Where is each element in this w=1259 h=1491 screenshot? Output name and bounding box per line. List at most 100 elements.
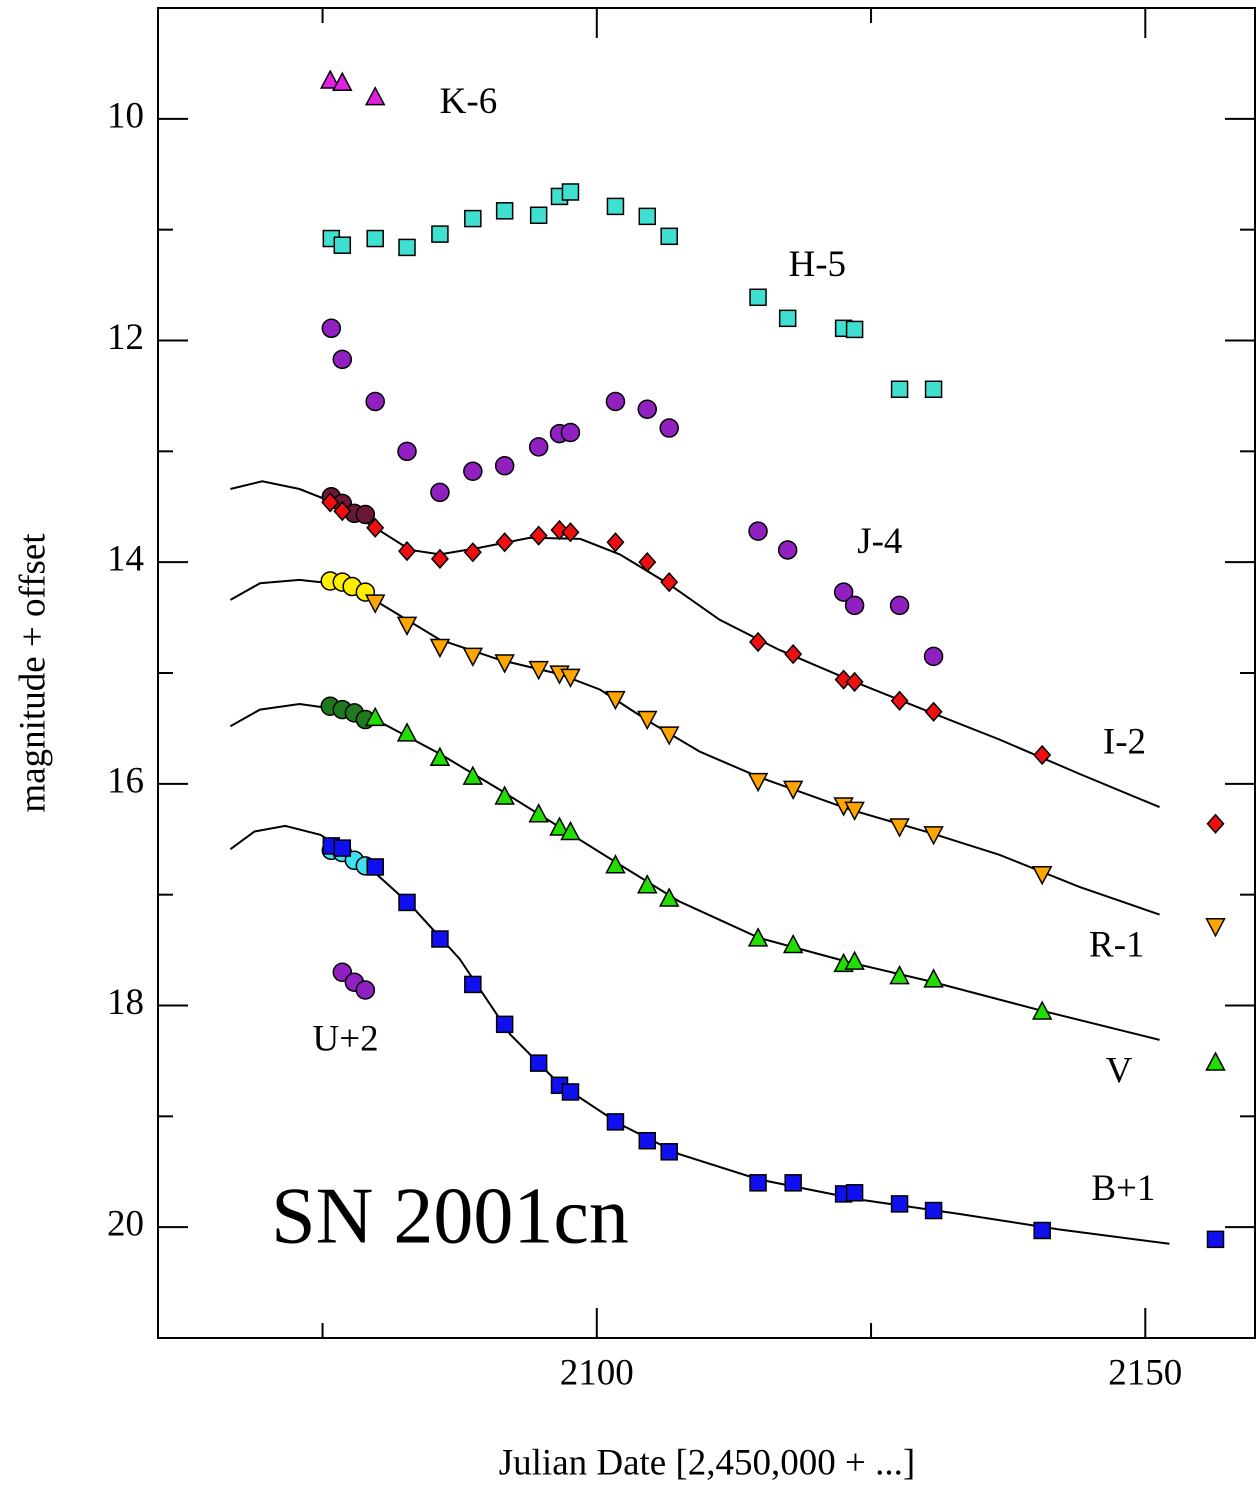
data-point [355,980,376,1000]
data-point [429,746,451,766]
x-axis-label: Julian Date [2,450,000 + ...] [499,1442,916,1483]
data-point [889,595,910,616]
data-point [332,349,353,370]
data-point [924,701,943,722]
data-point [844,801,865,822]
y-tick-label: 16 [107,760,144,801]
data-point [366,229,384,248]
data-point [495,202,514,220]
data-point [560,820,581,841]
data-point [749,1174,767,1192]
data-point [529,206,548,225]
data-point [777,540,798,560]
data-point [396,616,418,636]
data-point [462,647,484,667]
data-point [495,1015,514,1034]
data-point [1033,1221,1051,1240]
data-point [355,504,376,525]
data-point [748,521,768,541]
data-point [464,209,482,228]
data-point [398,540,417,562]
series-label: U+2 [313,1019,379,1060]
data-point [429,638,451,659]
series-label: H-5 [789,244,847,285]
data-point [889,818,910,838]
data-point [332,71,353,92]
data-point [396,722,418,742]
data-point [333,501,352,522]
data-point [923,826,944,846]
data-point [333,236,352,254]
series-label: K-6 [440,81,498,122]
data-point [431,225,449,243]
data-point [321,492,340,513]
data-point [658,887,680,907]
data-point [778,309,797,328]
data-point [561,522,580,543]
series-label: J-4 [857,521,902,562]
series-label: B+1 [1091,1168,1155,1209]
data-point [605,391,626,412]
data-point [890,1195,909,1213]
data-point [366,517,385,538]
data-point [660,227,678,246]
data-point [606,532,625,553]
data-point [890,690,909,711]
data-point [658,726,680,746]
data-point [494,455,515,476]
data-point [464,975,482,994]
data-point [923,646,944,667]
data-point [529,525,548,546]
data-point [528,660,549,681]
data-point [660,571,679,593]
data-point [560,422,581,443]
data-point [1031,865,1053,886]
data-point [890,380,909,399]
series-label: V [1106,1051,1133,1092]
y-tick-label: 18 [107,982,144,1023]
data-point [561,183,580,201]
data-point [1205,918,1226,938]
data-point [321,318,342,339]
data-point [923,968,944,988]
data-point [605,690,626,711]
data-point [784,1174,802,1192]
data-point [1031,1000,1053,1020]
data-point [430,548,449,569]
data-point [366,858,384,876]
y-tick-label: 10 [107,95,144,136]
data-point [638,552,657,573]
data-point [398,893,416,912]
y-axis-label: magnitude + offset [12,533,53,813]
data-point [549,816,570,836]
series-label: R-1 [1089,924,1145,965]
data-point [397,441,417,462]
data-point [747,927,769,947]
data-point [560,668,581,689]
data-point [637,710,658,731]
data-point [529,1054,548,1072]
data-point [1206,813,1225,834]
data-point [606,1113,625,1131]
y-tick-label: 12 [107,317,144,358]
data-point [364,594,386,614]
data-point [782,933,804,954]
data-point [606,197,625,216]
data-point [844,595,865,616]
data-point [747,772,769,793]
data-point [749,288,767,307]
x-tick-label: 2150 [1108,1352,1182,1393]
data-point [463,461,483,482]
data-point [924,380,943,399]
data-point [605,854,626,874]
data-point [494,785,515,805]
data-point [845,320,864,339]
data-point [784,644,803,665]
data-point [844,950,865,970]
data-point [638,1131,657,1150]
data-point [637,874,658,894]
data-point [659,418,679,438]
data-point [365,391,385,412]
data-point [638,207,657,226]
